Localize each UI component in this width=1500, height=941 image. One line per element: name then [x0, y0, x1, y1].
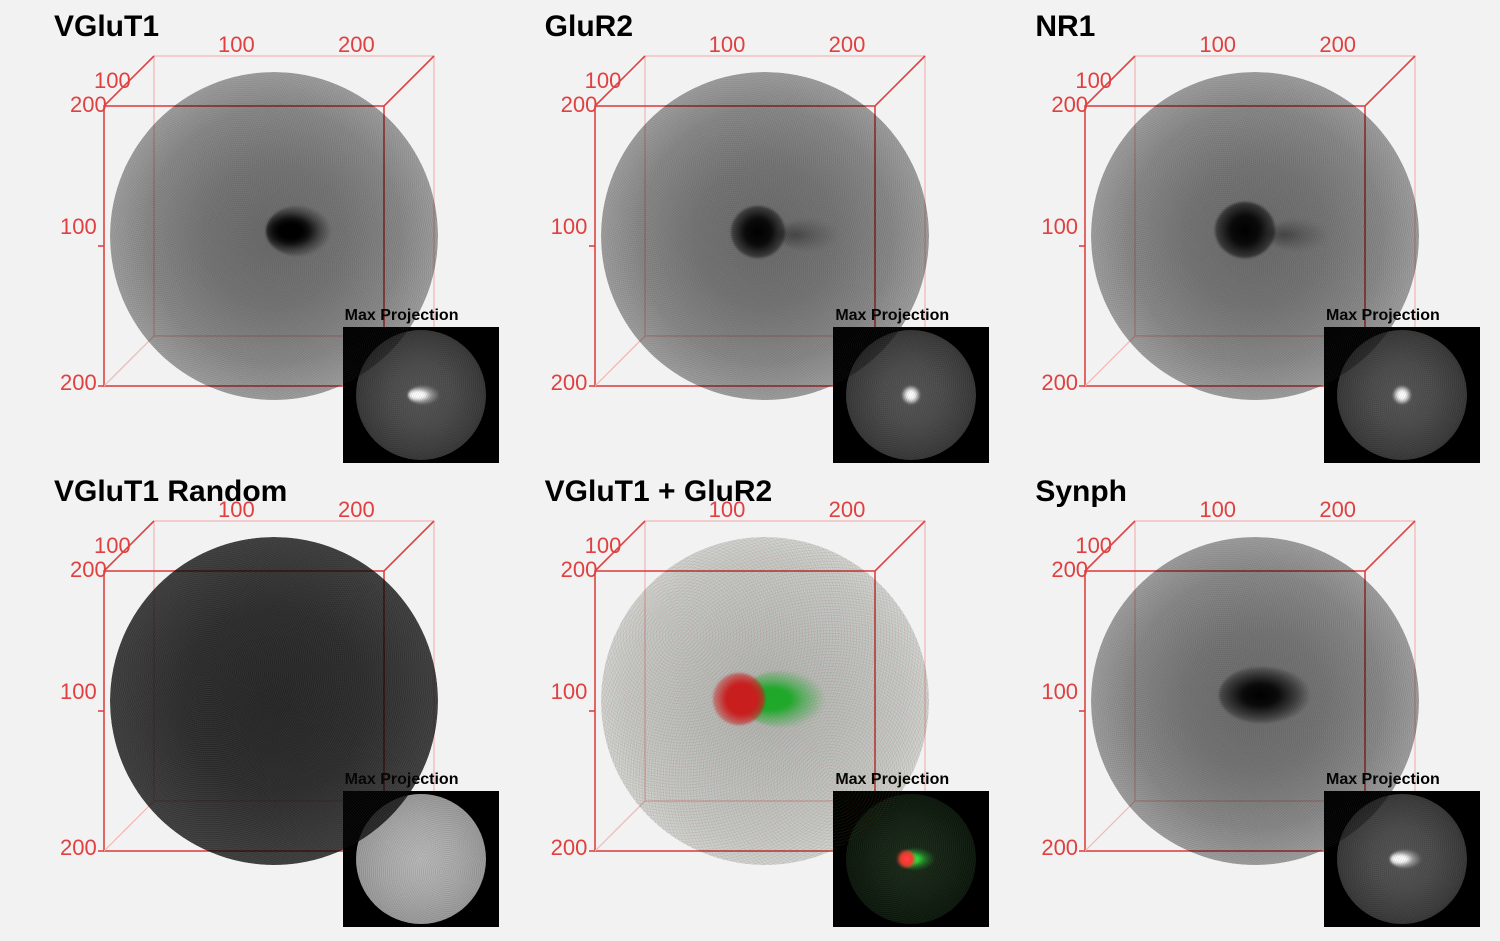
density-blob	[1215, 202, 1275, 258]
panel-title: VGluT1 + GluR2	[545, 475, 773, 509]
panel-vglut1-random: VGluT1 Random 100 200 100 200 100 200 Ma…	[18, 475, 501, 932]
density-blob	[731, 206, 785, 258]
density-blob	[713, 673, 765, 725]
point-cloud-sphere	[110, 537, 438, 865]
panel-nr1: NR1 100 200 100 200 100 200 Max Projecti…	[999, 10, 1482, 467]
panel-vglut1-glur2: VGluT1 + GluR2 100 200 100 200 100 200 M…	[509, 475, 992, 932]
panel-glur2: GluR2 100 200 100 200 100 200 Max Projec…	[509, 10, 992, 467]
panel-vglut1: VGluT1 100 200 100 200 100 200 Max Proje…	[18, 10, 501, 467]
panel-title: VGluT1 Random	[54, 475, 287, 509]
panel-title: GluR2	[545, 10, 633, 44]
panel-title: NR1	[1035, 10, 1095, 44]
panel-title: Synph	[1035, 475, 1127, 509]
panel-synph: Synph 100 200 100 200 100 200 Max Projec…	[999, 475, 1482, 932]
figure-grid: VGluT1 100 200 100 200 100 200 Max Proje…	[0, 0, 1500, 941]
panel-title: VGluT1	[54, 10, 159, 44]
